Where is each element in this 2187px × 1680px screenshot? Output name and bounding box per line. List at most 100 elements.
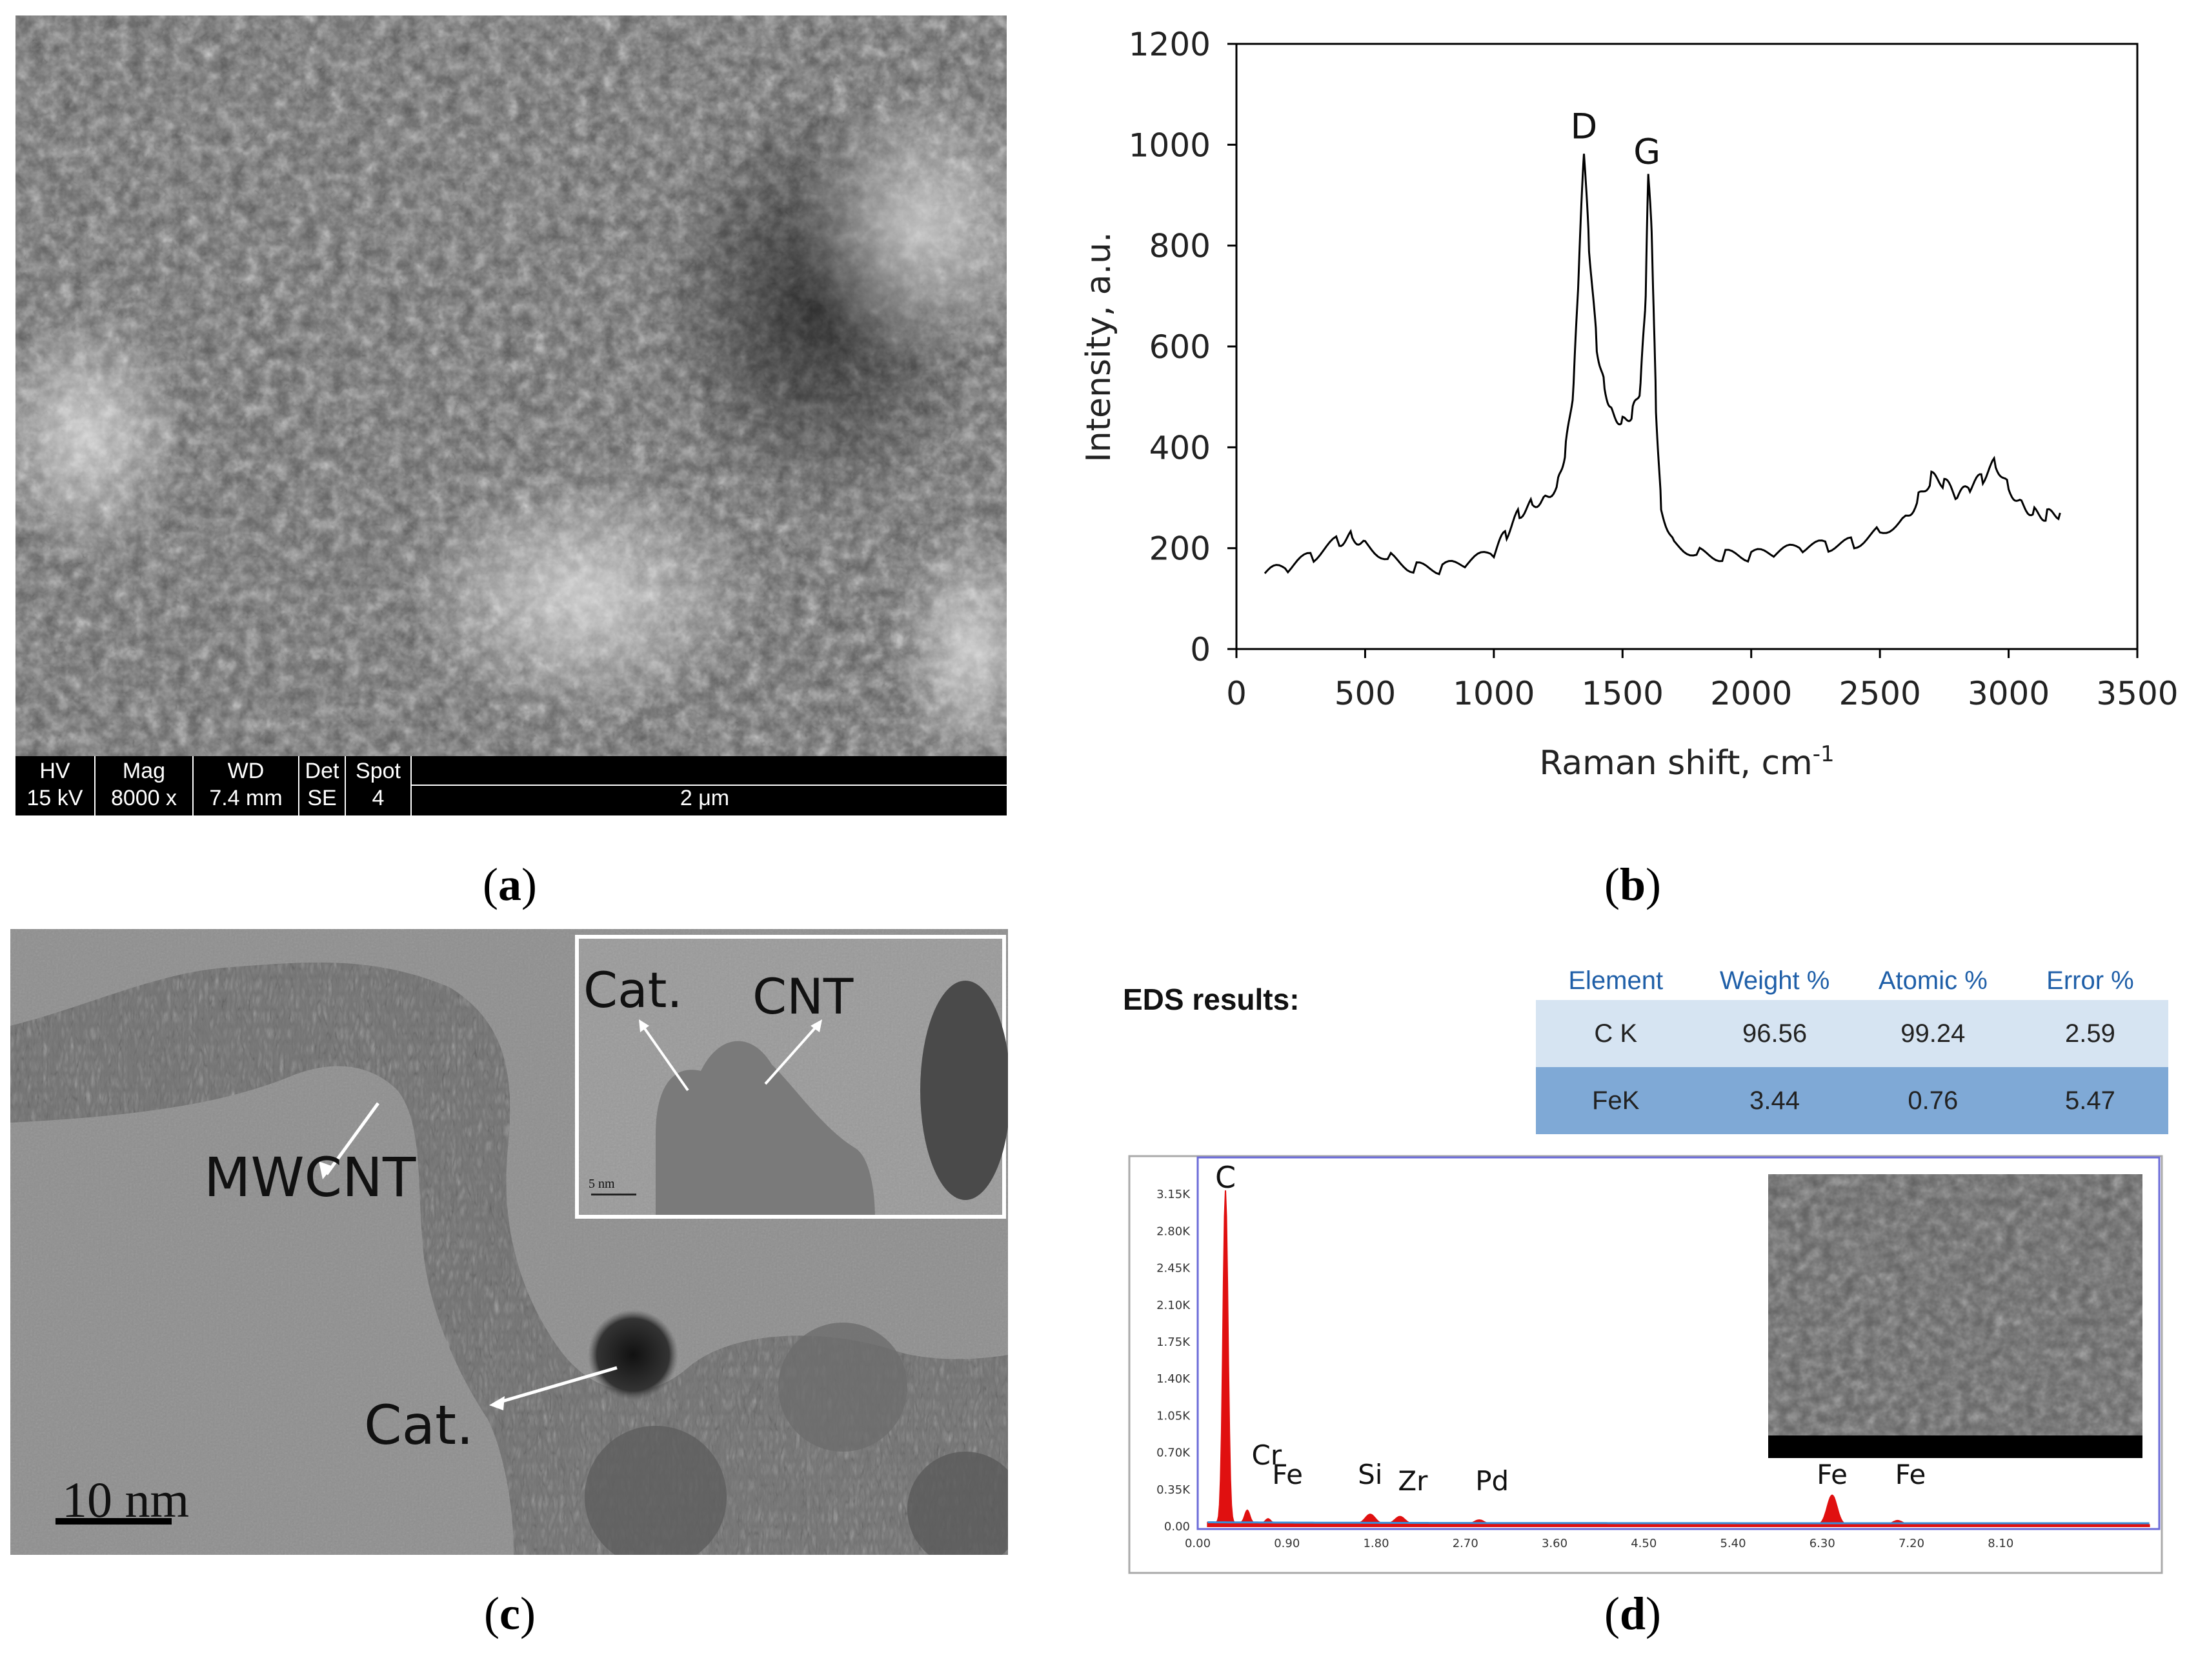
inset-scale-label: 5 nm bbox=[589, 1177, 615, 1191]
label-mwcnt: MWCNT bbox=[204, 1146, 416, 1209]
tem-micrograph bbox=[10, 929, 1008, 1555]
tem-scale-label: 10 nm bbox=[62, 1472, 190, 1528]
eds-title: EDS results: bbox=[1123, 983, 1300, 1016]
eds-x-tick: 2.70 bbox=[1453, 1537, 1478, 1550]
col-header: Error % bbox=[2046, 966, 2134, 995]
x-tick-label: 3500 bbox=[2096, 675, 2178, 712]
eds-peak-label: Fe bbox=[1272, 1459, 1303, 1490]
scale-bar-label: 2 μm bbox=[647, 786, 763, 811]
cell: FeK bbox=[1536, 1067, 1696, 1134]
eds-y-tick: 3.15K bbox=[1156, 1188, 1191, 1201]
col-header: Element bbox=[1568, 966, 1664, 995]
cell: 0.76 bbox=[1853, 1067, 2012, 1134]
eds-panel: EDS results: Element Weight % Atomic % E… bbox=[1123, 961, 2168, 1581]
arrow-cat bbox=[495, 1366, 618, 1405]
eds-spectrum-fill bbox=[1207, 1190, 2150, 1527]
x-tick-label: 2500 bbox=[1839, 675, 1921, 712]
tem-inset bbox=[575, 935, 1008, 1219]
x-tick-label: 2000 bbox=[1710, 675, 1792, 712]
databar-label: Det bbox=[305, 759, 339, 783]
y-tick-label: 400 bbox=[1149, 429, 1211, 466]
databar-value: 8000 x bbox=[110, 786, 177, 810]
inset-label-cnt: CNT bbox=[752, 968, 854, 1025]
tem-scale-bar bbox=[55, 1518, 172, 1525]
eds-x-tick: 7.20 bbox=[1899, 1537, 1924, 1550]
sem-image-panel: HV 15 kV Mag 8000 x WD 7.4 mm Det SE Spo… bbox=[15, 15, 1007, 815]
eds-spectrum: 3.15K 2.80K 2.45K 2.10K 1.75K 1.40K 1.05K 0.70K… bbox=[1128, 1155, 2163, 1574]
cell: 5.47 bbox=[2011, 1067, 2168, 1134]
databar-label: Spot bbox=[356, 759, 401, 783]
y-axis-label: Intensity, a.u. bbox=[1080, 232, 1118, 462]
inset-label-cat: Cat. bbox=[583, 961, 683, 1019]
y-tick-label: 200 bbox=[1149, 530, 1211, 568]
databar-det: Det SE bbox=[299, 756, 346, 815]
databar-spot: Spot 4 bbox=[346, 756, 412, 815]
databar-value: SE bbox=[307, 786, 337, 810]
eds-peak-label: Si bbox=[1358, 1459, 1382, 1490]
eds-x-tick: 6.30 bbox=[1809, 1537, 1835, 1550]
eds-x-tick: 5.40 bbox=[1720, 1537, 1746, 1550]
raman-series-line bbox=[1264, 154, 2061, 575]
eds-y-tick: 2.80K bbox=[1156, 1225, 1191, 1238]
y-tick-label: 1200 bbox=[1129, 26, 1211, 63]
y-tick-label: 1000 bbox=[1129, 126, 1211, 164]
eds-peak-label: Pd bbox=[1475, 1465, 1509, 1497]
databar-value: 15 kV bbox=[26, 786, 83, 810]
eds-x-tick: 4.50 bbox=[1631, 1537, 1657, 1550]
label-cat: Cat. bbox=[364, 1394, 474, 1457]
databar-hv: HV 15 kV bbox=[15, 756, 96, 815]
eds-y-tick: 1.05K bbox=[1156, 1409, 1191, 1423]
y-tick-label: 600 bbox=[1149, 328, 1211, 366]
databar-divider bbox=[412, 785, 1007, 786]
y-tick-label: 800 bbox=[1149, 228, 1211, 265]
eds-x-tick: 8.10 bbox=[1988, 1537, 2013, 1550]
databar-label: HV bbox=[39, 759, 70, 783]
eds-x-tick: 1.80 bbox=[1363, 1537, 1389, 1550]
table-row: C K 96.56 99.24 2.59 bbox=[1536, 1000, 2168, 1067]
cell: 3.44 bbox=[1695, 1067, 1854, 1134]
eds-peak-label: Fe bbox=[1817, 1459, 1848, 1490]
databar-mag: Mag 8000 x bbox=[96, 756, 194, 815]
eds-x-tick: 3.60 bbox=[1542, 1537, 1567, 1550]
eds-peak-label: Fe bbox=[1895, 1459, 1926, 1490]
x-tick-label: 1000 bbox=[1453, 675, 1535, 712]
databar-wd: WD 7.4 mm bbox=[194, 756, 299, 815]
x-tick-label: 1500 bbox=[1582, 675, 1664, 712]
col-header: Atomic % bbox=[1878, 966, 1988, 995]
x-axis-label: Raman shift, cm-1 bbox=[1539, 741, 1834, 783]
databar-value: 7.4 mm bbox=[209, 786, 283, 810]
cell: 96.56 bbox=[1695, 1000, 1854, 1067]
x-tick-label: 500 bbox=[1335, 675, 1396, 712]
col-header: Weight % bbox=[1719, 966, 1830, 995]
arrow-mwcnt bbox=[325, 1102, 380, 1175]
eds-peak-label: Cr bbox=[1252, 1439, 1282, 1471]
eds-peak-label: Zr bbox=[1398, 1465, 1428, 1497]
catalyst-particle bbox=[588, 1310, 678, 1400]
sem-databar: HV 15 kV Mag 8000 x WD 7.4 mm Det SE Spo… bbox=[15, 756, 1007, 815]
eds-y-tick: 1.75K bbox=[1156, 1335, 1191, 1349]
plot-frame bbox=[1235, 43, 2139, 650]
tem-image-panel: MWCNT Cat. 10 nm Cat. CNT 5 nm bbox=[10, 929, 1008, 1555]
table-row: FeK 3.44 0.76 5.47 bbox=[1536, 1067, 2168, 1134]
sem-micrograph bbox=[15, 15, 1007, 756]
eds-x-tick: 0.00 bbox=[1185, 1537, 1211, 1550]
eds-x-tick: 0.90 bbox=[1274, 1537, 1300, 1550]
peak-annotation: G bbox=[1633, 131, 1660, 172]
eds-results-table: Element Weight % Atomic % Error % C K 96… bbox=[1536, 961, 2168, 1134]
eds-sem-inset bbox=[1768, 1174, 2142, 1458]
eds-y-tick: 0.70K bbox=[1156, 1446, 1191, 1460]
y-tick-label: 0 bbox=[1190, 631, 1211, 668]
caption-a: (a) bbox=[483, 859, 537, 910]
eds-y-tick: 2.45K bbox=[1156, 1262, 1191, 1275]
eds-spectrum-line bbox=[1207, 1521, 2150, 1525]
caption-d: (d) bbox=[1604, 1588, 1661, 1639]
caption-c: (c) bbox=[484, 1588, 536, 1639]
cell: 2.59 bbox=[2011, 1000, 2168, 1067]
cell: C K bbox=[1536, 1000, 1696, 1067]
databar-label: WD bbox=[227, 759, 265, 783]
x-tick-label: 0 bbox=[1226, 675, 1247, 712]
eds-y-tick: 0.35K bbox=[1156, 1483, 1191, 1497]
databar-label: Mag bbox=[122, 759, 166, 783]
eds-y-tick: 1.40K bbox=[1156, 1372, 1191, 1386]
caption-b: (b) bbox=[1604, 859, 1661, 910]
